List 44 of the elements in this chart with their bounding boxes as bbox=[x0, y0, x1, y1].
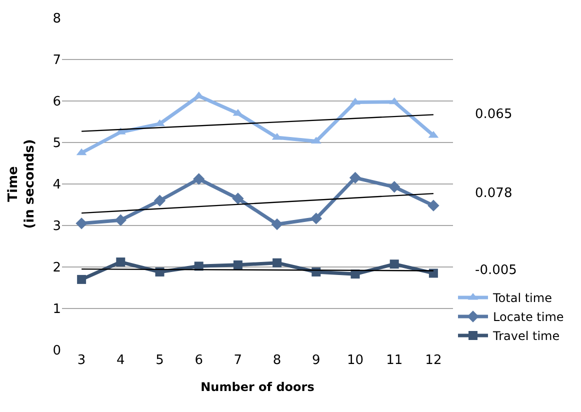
x-tick-label: 12 bbox=[425, 353, 442, 368]
point bbox=[233, 260, 242, 270]
point bbox=[232, 192, 244, 204]
x-tick-label: 5 bbox=[156, 353, 164, 368]
point bbox=[116, 258, 126, 267]
x-tick-label: 9 bbox=[312, 353, 320, 368]
point bbox=[271, 218, 283, 230]
point bbox=[193, 173, 205, 185]
text: 0.078 bbox=[475, 186, 512, 201]
x-tick-label: 6 bbox=[194, 353, 203, 368]
x-tick-label: 8 bbox=[272, 353, 282, 368]
x-axis-title: Number of doors bbox=[200, 380, 314, 394]
point bbox=[154, 194, 166, 206]
y-tick-label: 3 bbox=[52, 219, 61, 234]
legend-label: Locate time bbox=[493, 310, 564, 324]
y-axis-title: Time (in seconds) bbox=[6, 139, 38, 229]
text: 0.065 bbox=[475, 107, 512, 122]
y-tick-label: 0 bbox=[52, 344, 61, 359]
legend-label: Total time bbox=[492, 291, 552, 306]
x-tick-label: 11 bbox=[386, 353, 403, 368]
point bbox=[272, 258, 282, 268]
x-tick-label: 10 bbox=[346, 353, 364, 368]
point bbox=[77, 274, 86, 284]
point bbox=[114, 214, 126, 226]
point bbox=[310, 212, 322, 224]
x-tick-label: 4 bbox=[116, 353, 125, 368]
y-tick-label: 8 bbox=[52, 12, 61, 27]
legend-label: Travel time bbox=[492, 329, 560, 344]
y-tick-label: 2 bbox=[52, 260, 61, 276]
y-tick-label: 6 bbox=[52, 94, 61, 110]
y-tick-label: 1 bbox=[52, 302, 61, 318]
point bbox=[349, 172, 362, 184]
point bbox=[388, 181, 400, 193]
y-tick-label: 5 bbox=[52, 136, 61, 152]
point bbox=[390, 260, 399, 269]
point bbox=[428, 200, 440, 212]
text: -0.005 bbox=[475, 263, 517, 278]
point bbox=[154, 119, 165, 126]
x-tick-label: 3 bbox=[77, 353, 86, 368]
x-tick-label: 7 bbox=[234, 353, 242, 368]
y-tick-label: 4 bbox=[52, 178, 61, 193]
point bbox=[428, 268, 438, 278]
y-tick-label: 7 bbox=[52, 53, 61, 68]
point bbox=[76, 218, 88, 230]
